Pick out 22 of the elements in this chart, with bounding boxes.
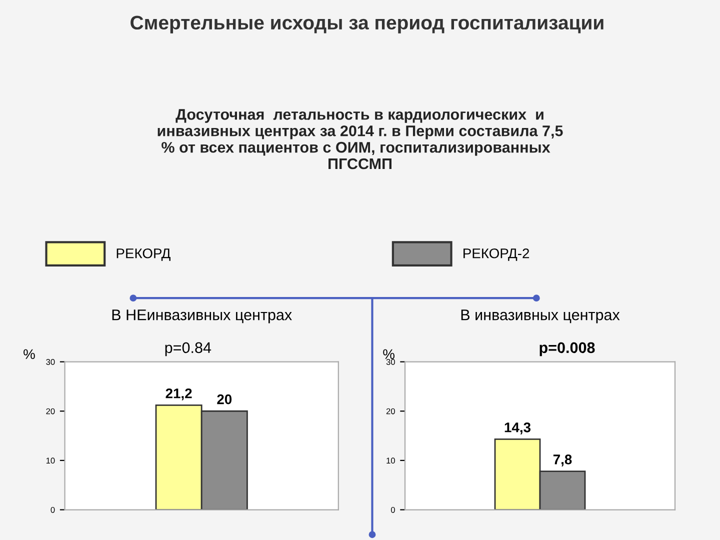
y-tick-label: 20 — [46, 408, 55, 414]
y-tick-label: 10 — [46, 458, 55, 464]
y-tick-label: 30 — [46, 359, 55, 365]
data-label: 20 — [217, 394, 232, 404]
text: Смертельные исходы за период госпитализации — [130, 16, 604, 34]
chart-title: В НЕинвазивных центрах — [112, 310, 292, 324]
text: Досуточная летальность в кардиологических и инвазивных центрах за 2014 г. в Перми составила 7,5 % от всех пациентов с ОИМ, госпитализированных ПГССМП — [158, 109, 563, 170]
text: p=0.008 — [540, 342, 595, 356]
y-tick-label: 0 — [390, 506, 395, 513]
data-label: 14,3 — [504, 422, 531, 434]
y-tick-label: 20 — [386, 408, 395, 414]
text: p=0.84 — [165, 342, 212, 356]
legend-label: РЕКОРД-2 — [464, 248, 530, 261]
y-tick-label: 30 — [386, 359, 395, 365]
chart-title: В инвазивных центрах — [461, 310, 620, 324]
y-axis-title: % — [383, 349, 394, 359]
data-label: 7,8 — [553, 454, 572, 466]
legend-label: РЕКОРД — [116, 248, 170, 261]
data-label: 21,2 — [166, 388, 192, 400]
y-tick-label: 10 — [386, 458, 395, 464]
y-tick-label: 0 — [50, 506, 55, 513]
y-axis-title: % — [24, 349, 35, 359]
